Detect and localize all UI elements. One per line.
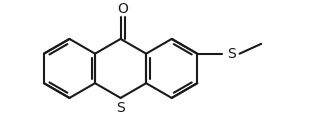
- Text: O: O: [117, 2, 128, 16]
- Text: S: S: [116, 101, 125, 115]
- Text: S: S: [227, 47, 236, 61]
